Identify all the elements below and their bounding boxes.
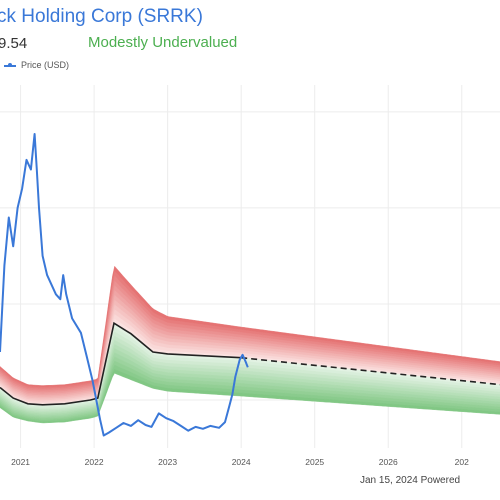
legend-line-icon (4, 61, 16, 69)
chart-title: ck Holding Corp (SRRK) (0, 6, 203, 27)
gf-value-projection-line (241, 356, 500, 386)
gf-value-line (0, 321, 242, 406)
x-tick-label: 2023 (158, 457, 177, 467)
upper-band-stripe (0, 265, 500, 388)
x-tick-label: 2025 (305, 457, 324, 467)
chart-legend[interactable]: Price (USD) (4, 60, 69, 70)
lower-band-stripe (0, 368, 500, 424)
x-tick-label: 2022 (85, 457, 104, 467)
x-tick-label: 2026 (379, 457, 398, 467)
legend-label: Price (USD) (21, 60, 70, 70)
price-line (0, 133, 249, 437)
x-tick-label: 2024 (232, 457, 251, 467)
current-price: 9.54 (0, 35, 28, 52)
x-tick-label: 202 (455, 457, 469, 467)
valuation-label: Modestly Undervalued (88, 34, 238, 51)
x-tick-label: 2021 (11, 457, 30, 467)
footer-text: Jan 15, 2024 Powered (360, 475, 461, 486)
